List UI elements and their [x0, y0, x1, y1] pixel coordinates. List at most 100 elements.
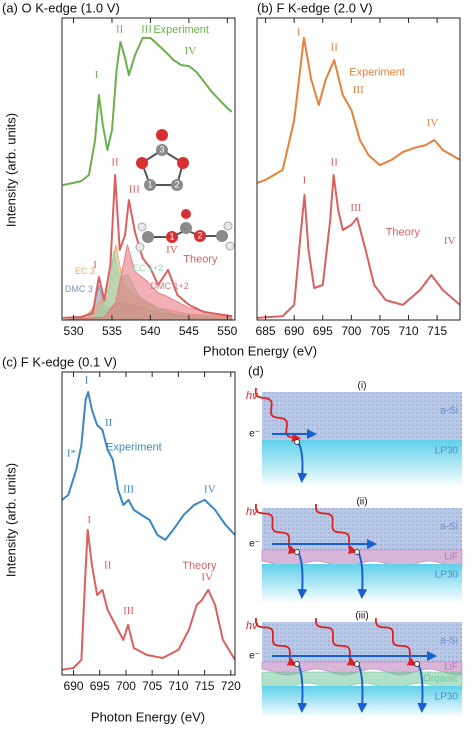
photon	[314, 617, 357, 667]
photon	[254, 617, 297, 667]
annotation: III	[141, 24, 152, 36]
atom	[177, 157, 189, 169]
hole	[354, 661, 360, 667]
atom	[180, 222, 192, 234]
annotation: IV	[185, 45, 197, 57]
x-tick-label: 685	[256, 324, 276, 338]
x-tick-label: 550	[217, 324, 237, 338]
annotation: I	[87, 514, 91, 526]
layer-label: LP30	[435, 446, 459, 457]
photon-label: hv	[246, 620, 259, 632]
annotation: I	[297, 27, 301, 39]
annotation: II	[105, 417, 113, 429]
annotation: IV	[204, 484, 216, 496]
annotation: III	[129, 184, 140, 196]
photon	[374, 617, 417, 667]
annotation: III	[123, 484, 134, 496]
area	[62, 244, 233, 320]
chart-title: (b) F K-edge (2.0 V)	[257, 0, 373, 15]
line	[62, 528, 235, 671]
atom	[142, 231, 154, 243]
x-tick-label: 710	[168, 679, 188, 693]
plot-area	[62, 36, 233, 320]
annotation: IV	[201, 572, 213, 584]
hole	[414, 661, 420, 667]
photon	[255, 503, 298, 555]
line	[257, 174, 460, 319]
chart-title: (a) O K-edge (1.0 V)	[2, 0, 120, 15]
atom	[181, 209, 191, 219]
atom	[225, 241, 235, 251]
annotation: III	[350, 202, 361, 214]
panel-label: (ii)	[356, 497, 367, 508]
panel-label: (d)	[248, 363, 264, 378]
annotation: IV	[444, 235, 456, 247]
molecule-label: 2	[174, 179, 179, 189]
x-tick-label: 700	[341, 324, 361, 338]
annotation: III	[123, 605, 134, 617]
photon	[254, 387, 302, 442]
annotation: II	[331, 156, 339, 168]
molecule-icons: 3 2 1 1 2	[135, 129, 235, 252]
annotation: I	[303, 175, 307, 187]
plot-frame	[61, 371, 236, 676]
series-label: DMC 3	[65, 284, 93, 294]
annotation: IV	[166, 244, 178, 256]
electron-label: e⁻	[249, 539, 260, 550]
x-tick-label: 535	[102, 324, 122, 338]
atom	[135, 242, 145, 252]
layer-label: LiF	[444, 552, 458, 563]
annotation: II	[111, 156, 119, 168]
layer-label: LP30	[435, 692, 459, 703]
annotation: I	[95, 69, 99, 81]
atom	[223, 221, 233, 231]
annotation: I*	[67, 447, 76, 459]
hole	[354, 549, 360, 555]
x-tick-label: 700	[116, 679, 136, 693]
electron-label: e⁻	[249, 429, 260, 440]
atom	[194, 230, 206, 242]
photon-label: hv	[246, 390, 259, 402]
hole	[294, 661, 300, 667]
annotation: III	[353, 84, 364, 96]
photon-label: hv	[246, 506, 259, 518]
layer	[262, 392, 462, 440]
series-label: Theory	[183, 254, 218, 266]
schematic: a-Si LP30 (i) hv e⁻ a-Si LiF LP30 (ii) hv e⁻ a-Si Li…	[246, 381, 463, 718]
atom	[156, 144, 168, 156]
x-tick-label: 540	[140, 324, 160, 338]
x-tick-label: 695	[90, 679, 110, 693]
x-tick-label: 715	[427, 324, 447, 338]
hole	[294, 549, 300, 555]
plot-frame	[256, 17, 461, 321]
layer-label: a-Si	[440, 636, 458, 647]
line	[62, 174, 233, 319]
x-tick-label: 530	[64, 324, 84, 338]
line	[257, 36, 460, 184]
line	[62, 391, 235, 541]
molecule-label: 1	[169, 231, 174, 241]
photon	[315, 503, 358, 555]
series-label: Theory	[182, 560, 217, 572]
chart-title: (c) F K-edge (0.1 V)	[2, 354, 117, 369]
series-label: Experiment	[349, 66, 405, 78]
layer-label: a-Si	[440, 522, 458, 533]
plot-area	[257, 36, 460, 319]
electron-label: e⁻	[249, 651, 260, 662]
molecule-label: 2	[197, 230, 202, 240]
line	[62, 36, 233, 186]
x-tick-label: 690	[284, 324, 304, 338]
x-tick-label: 705	[142, 679, 162, 693]
series-label: DMC 1+2	[151, 281, 189, 291]
molecule-label: 3	[159, 144, 164, 154]
x-tick-label: 695	[313, 324, 333, 338]
x-tick-label: 545	[179, 324, 199, 338]
series-label: EC 3	[75, 266, 95, 276]
atom	[137, 222, 147, 232]
atom	[136, 157, 148, 169]
panel-label: (i)	[358, 381, 367, 392]
panel-label: (iii)	[355, 611, 368, 622]
plot-area	[62, 391, 235, 671]
annotation: IV	[427, 117, 439, 129]
